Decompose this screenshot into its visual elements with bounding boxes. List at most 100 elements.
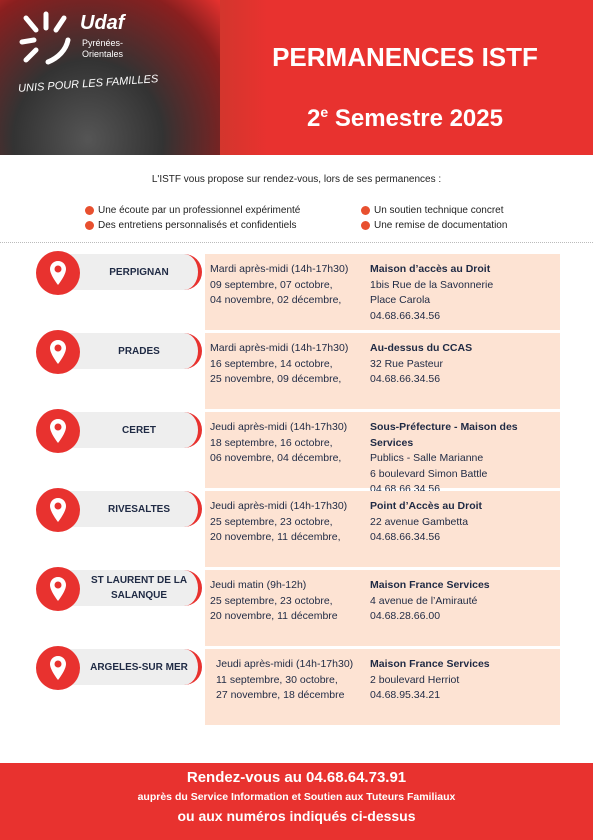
pin-icon — [50, 577, 66, 601]
place-name: Au-dessus du CCAS — [370, 342, 473, 354]
address-line: Publics - Salle Marianne — [370, 452, 484, 465]
location-name: ST LAURENT DE LA SALANQUE — [58, 570, 202, 606]
address-line: 32 Rue Pasteur — [370, 357, 443, 370]
address: Sous-Préfecture - Maison des Services Pub… — [370, 420, 560, 498]
location-row: Jeudi après-midi (14h-17h30) 11 septembre… — [0, 646, 593, 725]
subtitle: 2e Semestre 2025 — [240, 104, 570, 133]
subtitle-number: 2 — [307, 105, 321, 132]
address-line: Place Carola — [370, 294, 431, 307]
intro: L'ISTF vous propose sur rendez-vous, lor… — [151, 174, 442, 185]
location-row: Jeudi matin (9h-12h) 25 septembre, 23 oct… — [0, 567, 593, 646]
footer-line: Rendez-vous au 04.68.64.73.91 — [186, 769, 407, 786]
bullet-text: Une remise de documentation — [374, 220, 508, 231]
schedule: Jeudi matin (9h-12h) 25 septembre, 23 oct… — [210, 578, 338, 625]
address-line: 04.68.28.66.00 — [370, 610, 441, 623]
schedule-line: 20 novembre, 11 décembre — [210, 610, 338, 623]
pin — [36, 488, 80, 532]
address-line: 22 avenue Gambetta — [370, 515, 469, 528]
location-name: PRADES — [58, 333, 202, 369]
logo-name: Udaf — [80, 12, 125, 34]
bullet-text: Une écoute par un professionnel expérime… — [98, 205, 301, 216]
info-box: Jeudi après-midi (14h-17h30) 25 septembre… — [205, 491, 560, 567]
pin-icon — [50, 419, 66, 443]
schedule-line: Mardi après-midi (14h-17h30) — [210, 263, 349, 275]
info-box: Jeudi après-midi (14h-17h30) 18 septembre… — [205, 412, 560, 495]
schedule-line: 25 septembre, 23 octobre, — [210, 594, 333, 607]
info-box: Jeudi matin (9h-12h) 25 septembre, 23 oct… — [205, 570, 560, 646]
address-line: 04.68.66.34.56 — [370, 531, 441, 544]
bullet-text: Des entretiens personnalisés et confiden… — [98, 220, 297, 231]
pin-icon — [50, 340, 66, 364]
pin — [36, 567, 80, 611]
address-line: 04.68.95.34.21 — [370, 689, 441, 702]
bullet-text: Un soutien technique concret — [374, 205, 504, 216]
schedule: Mardi après-midi (14h-17h30) 16 septembre… — [210, 341, 348, 388]
schedule-line: 25 novembre, 09 décembre, — [210, 373, 342, 386]
header-photo — [0, 0, 220, 155]
location-name: PERPIGNAN — [58, 254, 202, 290]
address-line: 04.68.66.34.56 — [370, 373, 441, 386]
schedule-line: 04 novembre, 02 décembre, — [210, 294, 342, 307]
pin — [36, 646, 80, 690]
address: Maison France Services 2 boulevard Herrio… — [370, 657, 490, 704]
separator — [0, 242, 593, 243]
location-name: ARGELES-SUR MER — [58, 649, 202, 685]
schedule-line: 06 novembre, 04 décembre, — [210, 452, 342, 465]
location-row: Mardi après-midi (14h-17h30) 16 septembre… — [0, 330, 593, 409]
schedule-line: Jeudi après-midi (14h-17h30) — [210, 500, 348, 512]
pin-icon — [50, 656, 66, 680]
subtitle-sup: e — [320, 104, 329, 120]
schedule-line: 18 septembre, 16 octobre, — [210, 436, 333, 449]
bullet: Une remise de documentation — [361, 220, 507, 231]
schedule-line: 20 novembre, 11 décembre, — [210, 531, 341, 544]
logo-sub-line: Pyrénées- — [82, 38, 124, 48]
schedule-line: Jeudi après-midi (14h-17h30) — [216, 658, 354, 670]
schedule: Jeudi après-midi (14h-17h30) 25 septembre… — [210, 499, 347, 546]
pin — [36, 330, 80, 374]
schedule-line: 25 septembre, 23 octobre, — [210, 515, 333, 528]
address-line: 2 boulevard Herriot — [370, 673, 460, 686]
logo-icon — [19, 11, 71, 65]
address-line: 6 boulevard Simon Battle — [370, 467, 488, 480]
footer-line: auprès du Service Information et Soutien… — [137, 791, 456, 803]
bullet: Des entretiens personnalisés et confiden… — [85, 220, 296, 231]
title: PERMANENCES ISTF — [272, 42, 538, 72]
bullet: Une écoute par un professionnel expérime… — [85, 205, 300, 216]
header: Udaf Pyrénées- Orientales UNIS POUR LES F… — [0, 0, 593, 155]
info-box: Mardi après-midi (14h-17h30) 16 septembre… — [205, 333, 560, 409]
schedule-line: 11 septembre, 30 octobre, — [216, 673, 338, 686]
subtitle-rest: Semestre 2025 — [334, 105, 503, 132]
address-line: 1bis Rue de la Savonnerie — [370, 278, 494, 291]
pin — [36, 251, 80, 295]
location-name: RIVESALTES — [58, 491, 202, 527]
address-line: 04.68.66.34.56 — [370, 309, 441, 322]
schedule-line: Jeudi matin (9h-12h) — [210, 579, 307, 591]
place-name: Maison France Services — [370, 579, 490, 591]
pin — [36, 409, 80, 453]
info-box: Mardi après-midi (14h-17h30) 09 septembre… — [205, 254, 560, 330]
location-row: Jeudi après-midi (14h-17h30) 18 septembre… — [0, 409, 593, 495]
place-name: Sous-Préfecture - Maison des Services — [370, 421, 518, 449]
address: Au-dessus du CCAS 32 Rue Pasteur 04.68.66.… — [370, 341, 472, 388]
place-name: Maison d’accès au Droit — [370, 263, 491, 275]
pin-icon — [50, 498, 66, 522]
address: Point d’Accès au Droit 22 avenue Gambetta… — [370, 499, 482, 546]
place-name: Point d’Accès au Droit — [370, 500, 483, 512]
schedule: Mardi après-midi (14h-17h30) 09 septembre… — [210, 262, 348, 309]
place-name: Maison France Services — [370, 658, 490, 670]
address: Maison d’accès au Droit 1bis Rue de la Sa… — [370, 262, 493, 324]
bullet: Un soutien technique concret — [361, 205, 504, 216]
address: Maison France Services 4 avenue de l’Amir… — [370, 578, 490, 625]
pin-icon — [50, 261, 66, 285]
schedule-line: 27 novembre, 18 décembre — [216, 689, 345, 702]
logo-sub-line: Orientales — [82, 49, 124, 59]
location-row: Mardi après-midi (14h-17h30) 09 septembre… — [0, 251, 593, 330]
schedule: Jeudi après-midi (14h-17h30) 11 septembre… — [216, 657, 353, 704]
schedule-line: 16 septembre, 14 octobre, — [210, 357, 333, 370]
location-row: Jeudi après-midi (14h-17h30) 25 septembre… — [0, 488, 593, 567]
schedule-line: Jeudi après-midi (14h-17h30) — [210, 421, 348, 433]
footer: Rendez-vous au 04.68.64.73.91 auprès du … — [0, 763, 593, 840]
address-line: 4 avenue de l’Amirauté — [370, 594, 478, 607]
info-box: Jeudi après-midi (14h-17h30) 11 septembre… — [205, 649, 560, 725]
